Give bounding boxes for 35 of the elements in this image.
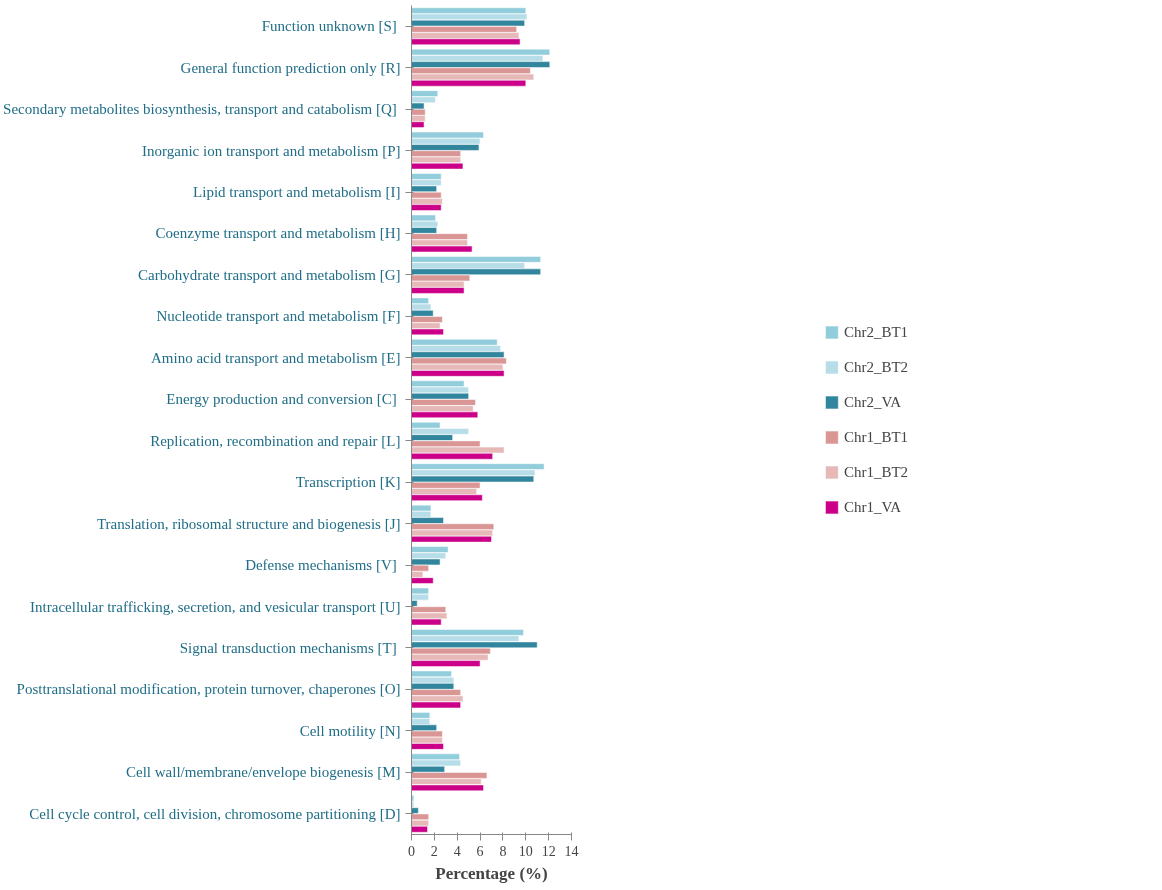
x-tick-label: 10 <box>518 843 533 859</box>
legend-label: Chr2_BT1 <box>843 323 909 341</box>
y-tick-label: Function unknown [S] <box>261 18 397 35</box>
x-tick-label: 4 <box>453 843 461 859</box>
legend-label: Chr2_VA <box>843 393 902 411</box>
legend-label: Chr1_BT2 <box>843 463 909 481</box>
legend-label: Chr2_BT2 <box>843 358 909 376</box>
x-tick-label: 14 <box>564 843 579 859</box>
y-tick-label: Cell cycle control, cell division, chromosome partitioning [D] <box>29 805 401 822</box>
x-axis-title: Percentage (%) <box>435 863 548 883</box>
y-tick-label: Carbohydrate transport and metabolism [G] <box>138 266 401 283</box>
legend-label: Chr1_BT1 <box>843 428 909 446</box>
x-tick-label: 12 <box>541 843 556 859</box>
legend-label: Chr1_VA <box>843 498 902 516</box>
y-tick-label: Replication, recombination and repair [L] <box>150 432 401 449</box>
x-tick-label: 2 <box>430 843 438 859</box>
y-tick-label: Lipid transport and metabolism [I] <box>193 184 401 201</box>
y-tick-label: Posttranslational modification, protein turnover, chaperones [O] <box>16 681 401 698</box>
y-tick-label: Amino acid transport and metabolism [E] <box>150 349 401 366</box>
y-tick-label: Defense mechanisms [V] <box>245 557 397 574</box>
y-tick-label: Transcription [K] <box>295 474 401 491</box>
x-tick-label: 0 <box>408 843 415 859</box>
y-tick-label: Intracellular trafficking, secretion, and vesicular transport [U] <box>30 598 401 615</box>
x-tick-label: 6 <box>476 843 484 859</box>
x-tick-label: 8 <box>499 843 507 859</box>
y-tick-label: Coenzyme transport and metabolism [H] <box>155 225 401 242</box>
y-tick-label: Signal transduction mechanisms [T] <box>179 639 397 656</box>
y-tick-label: Secondary metabolites biosynthesis, transport and catabolism [Q] <box>3 101 397 118</box>
y-tick-label: Cell motility [N] <box>299 722 401 739</box>
y-tick-label: Nucleotide transport and metabolism [F] <box>156 308 401 325</box>
y-tick-label: General function prediction only [R] <box>180 59 401 76</box>
y-tick-label: Cell wall/membrane/envelope biogenesis [M] <box>126 764 401 781</box>
y-tick-label: Inorganic ion transport and metabolism [P] <box>142 142 401 159</box>
y-tick-label: Translation, ribosomal structure and biogenesis [J] <box>96 515 401 532</box>
y-tick-label: Energy production and conversion [C] <box>166 391 397 408</box>
